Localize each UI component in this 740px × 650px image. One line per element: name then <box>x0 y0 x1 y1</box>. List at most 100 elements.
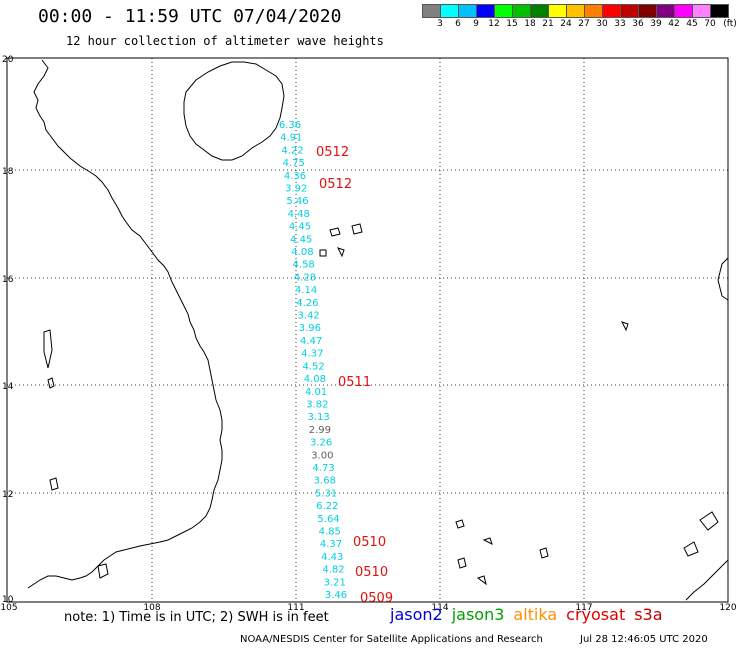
satellite-label: cryosat <box>566 605 626 624</box>
legend-label: 3 <box>437 19 443 29</box>
lat-label: 12 <box>2 490 13 500</box>
lat-label: 20 <box>2 55 14 65</box>
credit-line: NOAA/NESDIS Center for Satellite Applica… <box>240 634 543 645</box>
swh-value: 5.64 <box>317 514 339 525</box>
lon-label: 117 <box>575 603 592 613</box>
satellite-label: s3a <box>634 605 663 624</box>
swh-value: 4.45 <box>289 222 311 233</box>
swh-value: 3.13 <box>307 412 329 423</box>
pass-label: 0512 <box>319 177 352 192</box>
pass-label: 0510 <box>353 535 386 550</box>
swh-value: 4.37 <box>320 539 342 550</box>
swh-value: 4.37 <box>301 349 323 360</box>
pass-label: 0512 <box>316 145 349 160</box>
swh-value: 6.36 <box>279 120 301 131</box>
hainan-coastline <box>183 61 285 161</box>
legend-label: 45 <box>686 19 698 29</box>
lat-label: 16 <box>2 275 14 285</box>
page-title: 00:00 - 11:59 UTC 07/04/2020 <box>38 6 342 27</box>
legend-unit: (ft) <box>723 19 737 29</box>
paracel-island-4 <box>337 247 345 258</box>
coastlines <box>27 59 729 601</box>
swh-value: 3.26 <box>310 438 332 449</box>
generated-timestamp: Jul 28 12:46:05 UTC 2020 <box>580 634 708 645</box>
legend-label: 15 <box>506 19 518 29</box>
satellite-legend: jason2 jason3 altika cryosat s3a <box>390 605 672 624</box>
swh-value: 5.46 <box>286 196 308 207</box>
longitude-labels: 105 108 111 114 117 120 <box>0 603 736 613</box>
paracel-island-1 <box>329 227 341 237</box>
legend-label: 9 <box>473 19 479 29</box>
map-frame <box>6 57 729 603</box>
legend-swatch <box>710 4 729 18</box>
spratly-islet-6 <box>621 321 629 332</box>
latitude-labels: 20 18 16 14 12 10 <box>2 55 14 605</box>
phu-quoc-island <box>43 329 53 369</box>
swh-value: 3.82 <box>306 399 328 410</box>
satellite-label: jason3 <box>451 605 505 624</box>
swh-value: 3.42 <box>298 311 320 322</box>
con-dao-island <box>97 563 109 579</box>
palawan-coastline <box>685 559 729 601</box>
gulf-island-2 <box>49 477 59 491</box>
swh-value: 4.48 <box>288 209 310 220</box>
wave-height-legend: 3 6 9 12 15 18 21 24 27 30 33 36 39 42 45 70 (ft) <box>422 4 737 34</box>
swh-value: 4.91 <box>280 133 302 144</box>
gulf-island-1 <box>47 377 55 389</box>
swh-value: 3.00 <box>311 450 333 461</box>
lon-label: 120 <box>719 603 736 613</box>
pass-label: 0510 <box>355 565 388 580</box>
swh-value: 4.85 <box>319 526 341 537</box>
lon-label: 108 <box>143 603 160 613</box>
graticule <box>7 58 728 602</box>
vietnam-coastline <box>27 59 223 589</box>
spratly-islet-2 <box>482 537 493 545</box>
legend-label: 27 <box>578 19 590 29</box>
swh-value: 4.22 <box>281 145 303 156</box>
lat-label: 18 <box>2 167 14 177</box>
spratly-islet-3 <box>457 557 467 569</box>
lon-label: 114 <box>431 603 448 613</box>
lon-label: 105 <box>0 603 17 613</box>
spratly-islet-5 <box>476 575 487 586</box>
legend-label: 30 <box>596 19 608 29</box>
legend-label: 36 <box>632 19 644 29</box>
swh-value: 4.43 <box>321 552 343 563</box>
legend-label: 21 <box>542 19 554 29</box>
swh-value: 3.96 <box>299 323 321 334</box>
swh-value: 4.75 <box>283 158 305 169</box>
legend-label: 6 <box>455 19 461 29</box>
swh-value: 3.68 <box>314 476 336 487</box>
legend-label: 39 <box>650 19 662 29</box>
swh-value: 3.92 <box>285 184 307 195</box>
legend-label: 42 <box>668 19 680 29</box>
legend-label: 12 <box>488 19 500 29</box>
satellite-label: jason2 <box>390 605 443 624</box>
swh-value: 4.52 <box>302 361 324 372</box>
palawan-islet-1 <box>699 511 719 531</box>
legend-label: 18 <box>524 19 536 29</box>
swh-value: 4.45 <box>290 234 312 245</box>
paracel-island-3 <box>319 249 327 257</box>
spratly-islet-4 <box>539 547 549 559</box>
lat-label: 10 <box>2 595 14 605</box>
legend-labels: 3 6 9 12 15 18 21 24 27 30 33 36 39 42 45 70 (ft) <box>422 18 737 32</box>
pass-label: 0511 <box>338 375 371 390</box>
lat-label: 14 <box>2 382 14 392</box>
swh-value: 4.82 <box>322 565 344 576</box>
page-subtitle: 12 hour collection of altimeter wave hei… <box>66 34 384 48</box>
spratly-islet-1 <box>455 519 465 529</box>
swh-value: 5.31 <box>315 488 337 499</box>
legend-label: 24 <box>560 19 572 29</box>
swh-value: 4.26 <box>296 298 318 309</box>
legend-label: 70 <box>704 19 716 29</box>
swh-value: 4.47 <box>300 336 322 347</box>
swh-value: 4.73 <box>312 463 334 474</box>
swh-value: 4.08 <box>304 374 326 385</box>
palawan-islet-2 <box>683 541 699 557</box>
swh-value: 4.14 <box>295 285 317 296</box>
lon-label: 111 <box>287 603 304 613</box>
swh-value: 4.58 <box>293 260 315 271</box>
